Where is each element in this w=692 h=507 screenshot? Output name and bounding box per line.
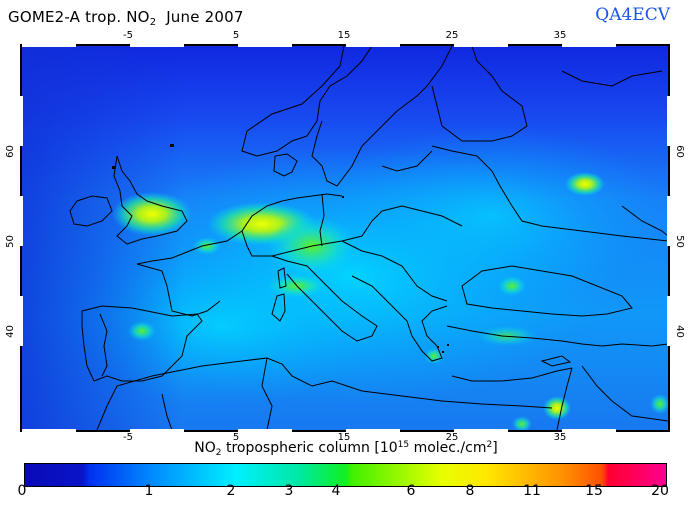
lat-tick-right: 50 (673, 235, 685, 248)
colorbar-tick: 20 (651, 483, 669, 499)
colorbar-tick: 11 (523, 483, 541, 499)
xlabel-prefix: NO (194, 440, 216, 456)
lat-tick-left: 60 (4, 145, 16, 158)
colorbar (24, 463, 667, 487)
axis-segment (130, 429, 184, 432)
axis-segment (22, 44, 76, 47)
lat-tick-left: 50 (4, 235, 16, 248)
axis-segment (130, 44, 184, 47)
lon-tick-top: -5 (123, 30, 133, 41)
lon-tick-bottom: 25 (445, 432, 459, 443)
title-date: June 2007 (166, 8, 244, 26)
xlabel-middle: tropospheric column [10 (221, 440, 398, 456)
colorbar-tick: 15 (585, 483, 603, 499)
xlabel-sup2: 2 (486, 440, 493, 450)
title-subscript: 2 (149, 17, 157, 28)
axis-segment (346, 44, 400, 47)
axis-segment (667, 296, 670, 346)
lon-tick-top: 5 (232, 30, 240, 41)
axis-segment (454, 429, 508, 432)
lon-tick-top: 25 (445, 30, 459, 41)
lon-tick-bottom: 35 (553, 432, 567, 443)
no2-heatmap-canvas (22, 46, 668, 430)
axis-segment (20, 96, 23, 146)
lat-tick-left: 40 (4, 325, 16, 338)
axis-segment (667, 196, 670, 246)
axis-segment (562, 44, 616, 47)
lat-tick-right: 60 (673, 145, 685, 158)
xlabel-end: ] (492, 440, 498, 456)
axis-segment (238, 44, 292, 47)
colorbar-tick: 4 (331, 483, 341, 499)
colorbar-tick: 3 (284, 483, 294, 499)
brand-label: QA4ECV (595, 5, 670, 25)
axis-segment (22, 429, 76, 432)
axis-segment (667, 96, 670, 146)
lon-tick-bottom: 15 (337, 432, 351, 443)
colorbar-tick: 2 (226, 483, 236, 499)
no2-map (20, 44, 670, 432)
colorbar-label: NO2 tropospheric column [1015 molec./cm2… (0, 440, 692, 458)
axis-segment (454, 44, 508, 47)
xlabel-after: molec./cm (409, 440, 487, 456)
xlabel-sup: 15 (397, 440, 410, 450)
lon-tick-top: 35 (553, 30, 567, 41)
lon-tick-bottom: 5 (232, 432, 240, 443)
xlabel-sub: 2 (215, 448, 222, 458)
axis-segment (238, 429, 292, 432)
colorbar-tick: 8 (465, 483, 475, 499)
axis-segment (562, 429, 616, 432)
lat-tick-right: 40 (673, 325, 685, 338)
colorbar-tick: 0 (17, 483, 27, 499)
colorbar-tick: 1 (144, 483, 154, 499)
lon-tick-bottom: -5 (123, 432, 133, 443)
title-text: GOME2-A trop. NO (8, 8, 150, 26)
axis-segment (346, 429, 400, 432)
lon-tick-top: 15 (337, 30, 351, 41)
map-title: GOME2-A trop. NO2 June 2007 (8, 8, 244, 28)
axis-segment (20, 296, 23, 346)
axis-segment (20, 196, 23, 246)
colorbar-tick: 6 (406, 483, 416, 499)
